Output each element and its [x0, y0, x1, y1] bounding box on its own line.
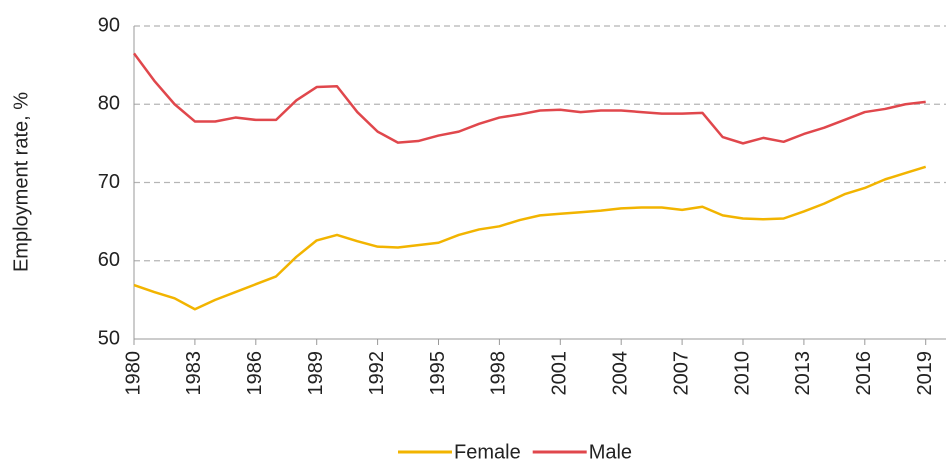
y-tick-label: 50 [98, 327, 120, 349]
x-tick-label: 1989 [305, 351, 327, 396]
x-tick-label: 2001 [549, 351, 571, 396]
y-tick-label: 60 [98, 249, 120, 271]
x-tick-label: 1980 [122, 351, 144, 396]
legend-label: Female [454, 441, 521, 463]
x-tick-label: 2007 [670, 351, 692, 396]
line-series [132, 52, 926, 145]
y-axis-label: Employment rate, % [10, 92, 32, 272]
x-tick-label: 1992 [366, 351, 388, 396]
y-tick-label: 70 [98, 171, 120, 193]
line-series [133, 165, 927, 311]
x-tick-label: 2010 [731, 351, 753, 396]
x-tick-label: 1983 [183, 351, 205, 396]
x-tick-label: 1986 [244, 351, 266, 396]
y-tick-label: 90 [98, 14, 120, 36]
x-tick-label: 1998 [488, 351, 510, 396]
x-tick-label: 2019 [914, 351, 936, 396]
x-tick-label: 2013 [792, 351, 814, 396]
x-tick-label: 1995 [427, 351, 449, 396]
x-tick-label: 2004 [609, 351, 631, 396]
y-tick-label: 80 [98, 93, 120, 115]
x-tick-label: 2016 [853, 351, 875, 396]
legend-label: Male [589, 441, 632, 463]
